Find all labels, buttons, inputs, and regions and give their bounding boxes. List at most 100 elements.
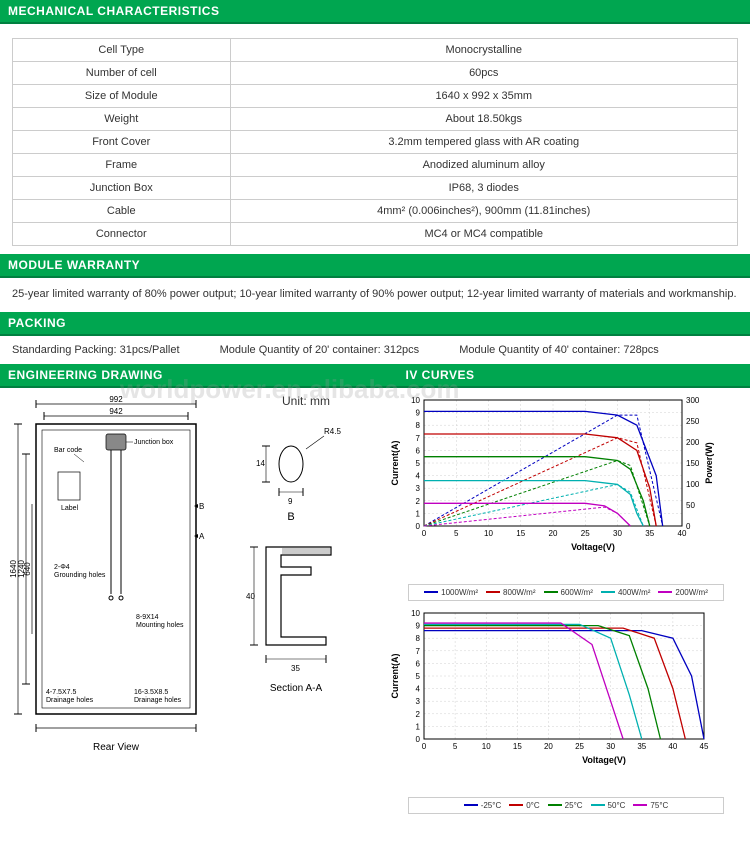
- svg-text:200: 200: [686, 438, 700, 447]
- svg-text:30: 30: [613, 529, 622, 538]
- svg-text:Drainage holes: Drainage holes: [46, 697, 94, 704]
- svg-text:3: 3: [416, 484, 421, 493]
- table-row: Front Cover3.2mm tempered glass with AR …: [13, 131, 738, 154]
- svg-text:640: 640: [23, 561, 32, 575]
- svg-text:35: 35: [637, 742, 646, 751]
- svg-text:50: 50: [686, 501, 695, 510]
- section-header-warranty: MODULE WARRANTY: [0, 254, 750, 278]
- ground-label: 2-Φ4: [54, 564, 70, 571]
- svg-text:2: 2: [416, 496, 421, 505]
- svg-text:35: 35: [645, 529, 654, 538]
- svg-text:9: 9: [288, 497, 293, 506]
- iv-curves: 0510152025303540012345678910050100150200…: [382, 388, 750, 826]
- packing-std: Standarding Packing: 31pcs/Pallet: [12, 344, 180, 356]
- section-header-packing: PACKING: [0, 312, 750, 336]
- svg-text:20: 20: [544, 742, 553, 751]
- section-header-ivcurves: IV CURVES: [398, 364, 750, 388]
- svg-text:10: 10: [411, 609, 420, 618]
- legend-item: 25°C: [548, 801, 583, 810]
- drain-l: 4-7.5X7.5: [46, 689, 76, 696]
- svg-text:Voltage(V): Voltage(V): [571, 542, 615, 552]
- rear-view-caption: Rear View: [93, 742, 140, 753]
- svg-text:35: 35: [291, 664, 300, 673]
- svg-text:5: 5: [416, 459, 421, 468]
- legend-item: 200W/m²: [658, 588, 707, 597]
- svg-text:40: 40: [668, 742, 677, 751]
- packing-c40: Module Quantity of 40' container: 728pcs: [459, 344, 659, 356]
- svg-text:8: 8: [416, 421, 421, 430]
- section-header-mech: MECHANICAL CHARACTERISTICS: [0, 0, 750, 24]
- table-row: WeightAbout 18.50kgs: [13, 108, 738, 131]
- svg-text:9: 9: [416, 408, 421, 417]
- iv-chart-1-legend: 1000W/m² 800W/m² 600W/m² 400W/m² 200W/m²: [408, 584, 724, 601]
- svg-text:7: 7: [416, 433, 421, 442]
- svg-text:4: 4: [416, 684, 421, 693]
- legend-item: 400W/m²: [601, 588, 650, 597]
- svg-text:5: 5: [454, 529, 459, 538]
- svg-text:0: 0: [686, 522, 691, 531]
- legend-item: 50°C: [591, 801, 626, 810]
- svg-text:8: 8: [416, 634, 421, 643]
- dim-992: 992: [109, 395, 123, 404]
- detail-b-svg: R4.5 14 9 B: [236, 414, 356, 524]
- svg-text:25: 25: [581, 529, 590, 538]
- table-row: FrameAnodized aluminum alloy: [13, 154, 738, 177]
- section-aa-svg: 40 35 Section A-A: [236, 527, 366, 697]
- table-row: Number of cell60pcs: [13, 62, 738, 85]
- barcode-label: Bar code: [54, 447, 82, 454]
- section-header-engdraw: ENGINEERING DRAWING: [0, 364, 398, 388]
- legend-item: 600W/m²: [544, 588, 593, 597]
- jbox-label: Junction box: [134, 439, 174, 446]
- table-row: Cell TypeMonocrystalline: [13, 39, 738, 62]
- svg-text:Power(W): Power(W): [704, 442, 714, 484]
- svg-text:0: 0: [422, 529, 427, 538]
- svg-text:250: 250: [686, 417, 700, 426]
- mech-table-wrap: Cell TypeMonocrystallineNumber of cell60…: [0, 24, 750, 254]
- svg-text:B: B: [287, 511, 294, 523]
- table-row: Junction BoxIP68, 3 diodes: [13, 177, 738, 200]
- legend-item: 75°C: [633, 801, 668, 810]
- svg-text:45: 45: [700, 742, 709, 751]
- engineering-drawing: 992 942 Junction box Bar code: [0, 388, 382, 826]
- svg-text:Drainage holes: Drainage holes: [134, 697, 182, 704]
- svg-text:25: 25: [575, 742, 584, 751]
- rear-view-svg: 992 942 Junction box Bar code: [6, 394, 226, 754]
- table-row: Cable4mm² (0.006inches²), 900mm (11.81in…: [13, 200, 738, 223]
- svg-text:Mounting holes: Mounting holes: [136, 622, 184, 629]
- svg-text:1: 1: [416, 722, 421, 731]
- svg-text:100: 100: [686, 480, 700, 489]
- svg-text:1: 1: [416, 509, 421, 518]
- svg-text:0: 0: [416, 735, 421, 744]
- warranty-text: 25-year limited warranty of 80% power ou…: [0, 278, 750, 312]
- svg-text:10: 10: [484, 529, 493, 538]
- svg-text:30: 30: [606, 742, 615, 751]
- svg-text:2: 2: [416, 709, 421, 718]
- svg-text:9: 9: [416, 621, 421, 630]
- drain-r: 16-3.5X8.5: [134, 689, 168, 696]
- svg-text:4: 4: [416, 471, 421, 480]
- svg-text:300: 300: [686, 396, 700, 405]
- dim-942: 942: [109, 407, 123, 416]
- svg-text:Section A-A: Section A-A: [270, 683, 323, 694]
- unit-label: Unit: mm: [236, 394, 376, 408]
- legend-item: 1000W/m²: [424, 588, 478, 597]
- iv-chart-2: 051015202530354045012345678910Voltage(V)…: [388, 607, 718, 787]
- svg-text:B: B: [199, 502, 204, 511]
- label-label: Label: [61, 505, 79, 512]
- svg-text:6: 6: [416, 659, 421, 668]
- legend-item: 800W/m²: [486, 588, 535, 597]
- svg-text:20: 20: [549, 529, 558, 538]
- svg-text:R4.5: R4.5: [324, 427, 341, 436]
- svg-text:Grounding holes: Grounding holes: [54, 572, 106, 579]
- svg-text:A: A: [199, 532, 205, 541]
- svg-text:Voltage(V): Voltage(V): [582, 755, 626, 765]
- legend-item: 0°C: [509, 801, 539, 810]
- svg-text:3: 3: [416, 697, 421, 706]
- svg-text:15: 15: [513, 742, 522, 751]
- svg-text:5: 5: [453, 742, 458, 751]
- svg-text:7: 7: [416, 646, 421, 655]
- table-row: Size of Module1640 x 992 x 35mm: [13, 85, 738, 108]
- svg-text:150: 150: [686, 459, 700, 468]
- packing-c20: Module Quantity of 20' container: 312pcs: [220, 344, 420, 356]
- table-row: ConnectorMC4 or MC4 compatible: [13, 223, 738, 246]
